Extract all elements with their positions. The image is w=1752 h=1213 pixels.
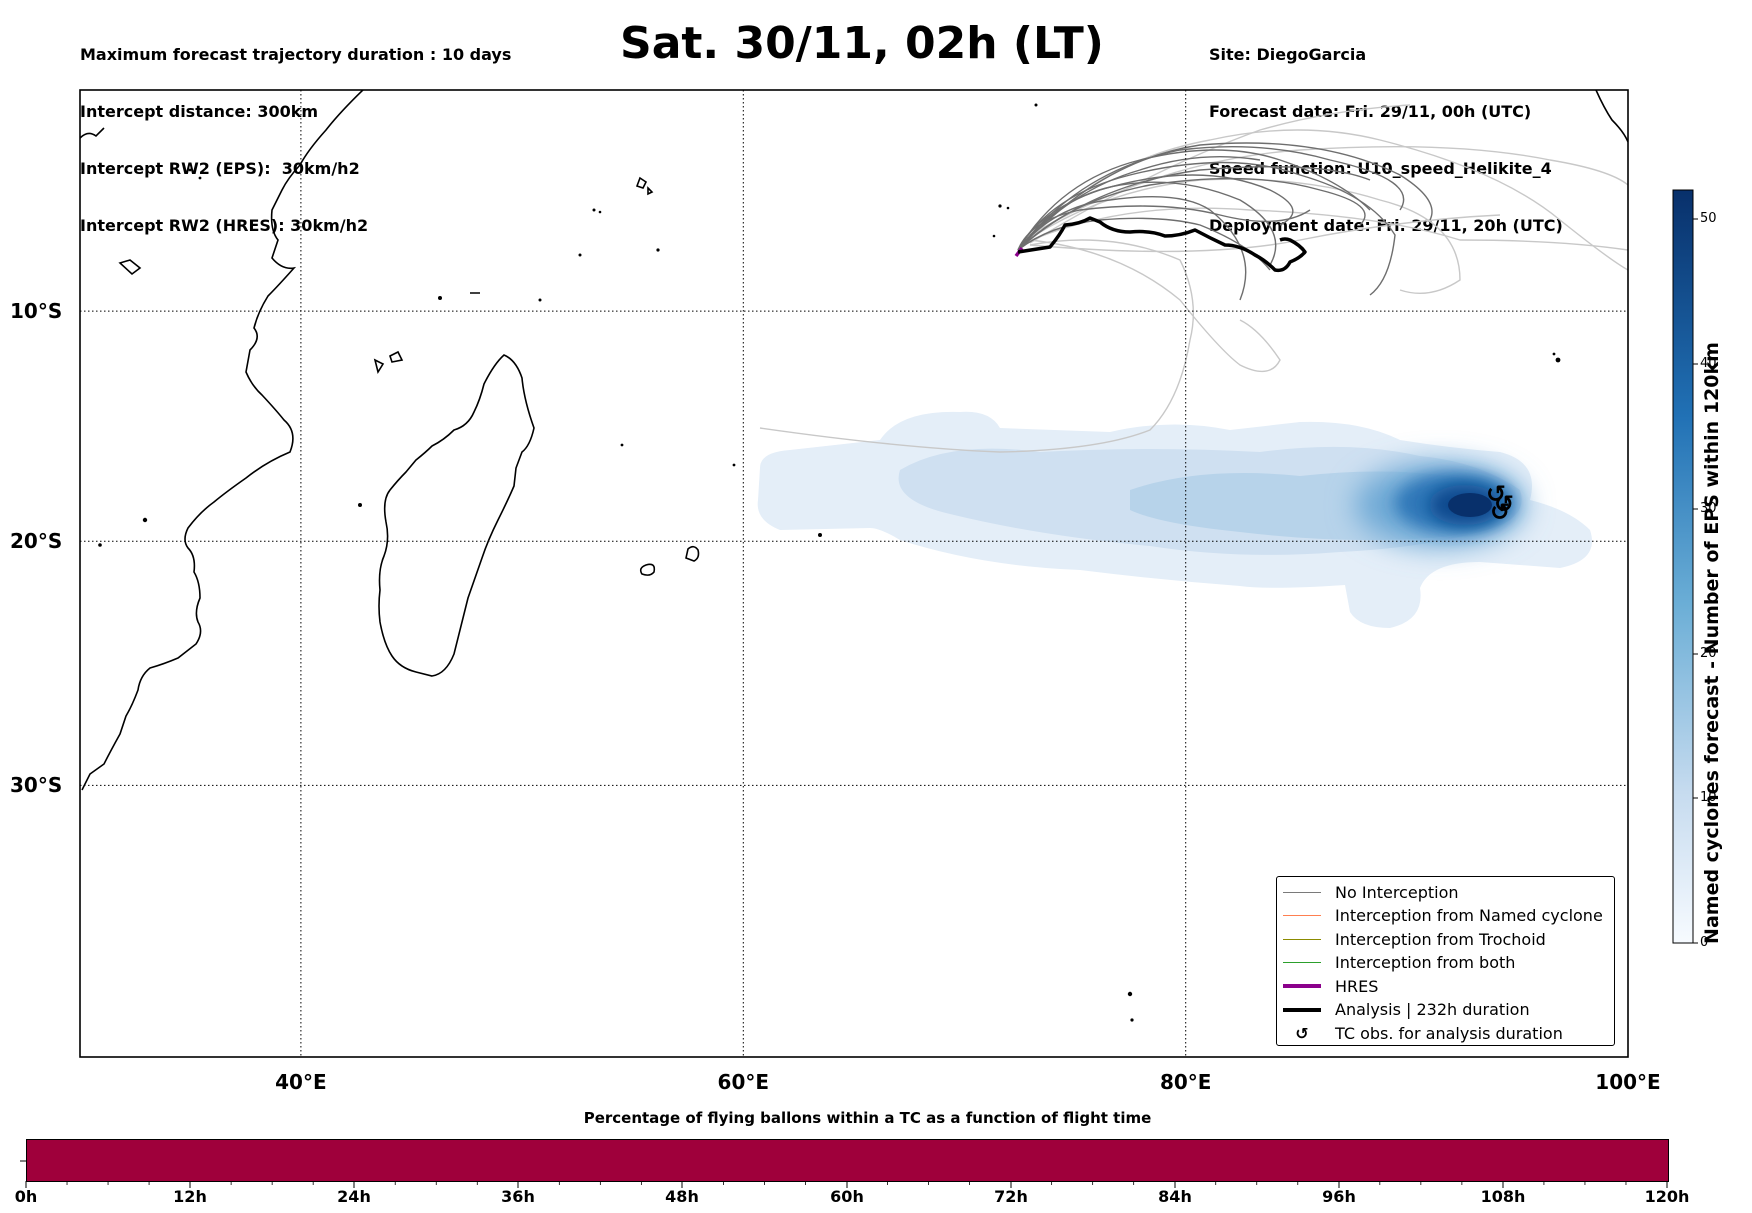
- comoros-islands: [373, 350, 404, 375]
- legend-label-tc-obs: TC obs. for analysis duration: [1335, 1023, 1563, 1043]
- mascarene-bank: [118, 259, 480, 294]
- timeline-tick-108h: 108h: [1480, 1187, 1526, 1206]
- timeline-tick-120h: 120h: [1644, 1187, 1690, 1206]
- map-frame: [79, 89, 1629, 1058]
- colorbar-tick-30: 30: [1700, 501, 1717, 516]
- site-text: Site: DiegoGarcia: [1209, 45, 1367, 64]
- timeline-tick-48h: 48h: [665, 1187, 699, 1206]
- legend-item-tc-obs: ↺ TC obs. for analysis duration: [1277, 1022, 1563, 1044]
- colorbar-tick-0: 0: [1700, 935, 1709, 950]
- legend-label-no-interception: No Interception: [1335, 882, 1459, 902]
- legend-line-olive: [1283, 938, 1321, 940]
- tc-obs-symbol-2: ↺: [1494, 490, 1514, 518]
- africa-north-coast: [80, 127, 105, 139]
- timeline-tick-84h: 84h: [1158, 1187, 1192, 1206]
- legend-item-named-cyclone: Interception from Named cyclone: [1277, 905, 1603, 927]
- analysis-track: [1017, 216, 1307, 273]
- legend-line-grey: [1283, 891, 1321, 893]
- colorbar-tick-20: 20: [1700, 646, 1717, 661]
- colorbar-tick-40: 40: [1700, 356, 1717, 371]
- track-5: [1017, 145, 1405, 251]
- legend-item-hres: HRES: [1277, 975, 1378, 997]
- legend-item-both: Interception from both: [1277, 952, 1515, 974]
- seychelles-islands: [635, 176, 654, 196]
- density-core-4: [1448, 493, 1492, 517]
- africa-coastline: [81, 90, 365, 791]
- timeline-tick-60h: 60h: [830, 1187, 864, 1206]
- map-legend: No Interception Interception from Named …: [1276, 876, 1615, 1046]
- faded-track-6: [759, 239, 1194, 453]
- timeline-tick-0h: 0h: [14, 1187, 38, 1206]
- timeline-tick-36h: 36h: [501, 1187, 535, 1206]
- legend-label-trochoid: Interception from Trochoid: [1335, 929, 1546, 949]
- lat-tick-20s: 20°S: [10, 529, 62, 553]
- legend-item-trochoid: Interception from Trochoid: [1277, 928, 1546, 950]
- faded-track-8: [1029, 214, 1501, 253]
- legend-line-orange: [1283, 915, 1321, 916]
- intercept-distance-text: Intercept distance: 300km: [80, 102, 319, 121]
- tc-observation-symbols: ↺ ↺ ↺: [1486, 480, 1514, 526]
- timeline-tick-12h: 12h: [173, 1187, 207, 1206]
- faded-track-2: [1019, 207, 1628, 251]
- legend-line-green: [1283, 962, 1321, 963]
- legend-label-analysis: Analysis | 232h duration: [1335, 1000, 1530, 1019]
- reunion-coastline: [639, 563, 656, 576]
- intercept-hres-text: Intercept RW2 (HRES): 30km/h2: [80, 216, 369, 235]
- max-duration-text: Maximum forecast trajectory duration : 1…: [80, 45, 512, 64]
- track-11: [1017, 217, 1271, 271]
- legend-item-no-interception: No Interception: [1277, 881, 1459, 903]
- timeline-title: Percentage of flying ballons within a TC…: [583, 1109, 1152, 1127]
- faded-track-1: [1019, 178, 1461, 295]
- colorbar-tick-50: 50: [1700, 211, 1717, 226]
- timeline-tick-72h: 72h: [994, 1187, 1028, 1206]
- gridlines: [80, 90, 1628, 1057]
- track-1: [1017, 149, 1371, 251]
- track-8: [1017, 165, 1371, 251]
- madagascar-coastline: [378, 354, 535, 677]
- mauritius-coastline: [685, 545, 700, 562]
- coastlines: [80, 90, 1628, 791]
- header-left-info: Maximum forecast trajectory duration : 1…: [80, 7, 511, 254]
- faded-track-4: [1029, 145, 1628, 236]
- legend-label-named-cyclone: Interception from Named cyclone: [1335, 906, 1603, 925]
- lon-tick-60e: 60°E: [718, 1070, 770, 1094]
- cyclone-symbol-icon: ↺: [1295, 1023, 1309, 1043]
- legend-line-black: [1283, 1007, 1321, 1012]
- cyclone-density-field: [757, 411, 1592, 628]
- lat-tick-30s: 30°S: [10, 773, 62, 797]
- faded-track-5: [1029, 239, 1281, 373]
- legend-label-both: Interception from both: [1335, 953, 1516, 972]
- track-9: [1017, 195, 1247, 301]
- legend-label-hres: HRES: [1335, 976, 1379, 996]
- track-12: [1017, 155, 1261, 251]
- legend-line-purple: [1283, 984, 1321, 988]
- density-colorbar: [1672, 189, 1694, 944]
- small-islands: [98, 103, 1561, 1022]
- timeline-tick-24h: 24h: [337, 1187, 371, 1206]
- faded-track-7: [1029, 104, 1411, 244]
- tc-obs-symbol-3: ↺: [1490, 498, 1510, 526]
- faded-trajectories: [759, 104, 1628, 453]
- map-title: Sat. 30/11, 02h (LT): [620, 18, 1104, 69]
- forecast-date-text: Forecast date: Fri. 29/11, 00h (UTC): [1209, 102, 1532, 121]
- no-interception-trajectories: [1017, 142, 1433, 301]
- sumatra-coast: [1595, 90, 1628, 143]
- lon-tick-80e: 80°E: [1160, 1070, 1212, 1094]
- lon-tick-100e: 100°E: [1595, 1070, 1660, 1094]
- colorbar-ticks: [1693, 218, 1698, 944]
- tc-obs-symbol-1: ↺: [1486, 480, 1506, 508]
- lat-tick-10s: 10°S: [10, 299, 62, 323]
- intercept-eps-text: Intercept RW2 (EPS): 30km/h2: [80, 159, 360, 178]
- legend-item-analysis: Analysis | 232h duration: [1277, 999, 1530, 1021]
- colorbar-tick-10: 10: [1700, 790, 1717, 805]
- track-10: [1017, 142, 1433, 251]
- lon-tick-40e: 40°E: [275, 1070, 327, 1094]
- timeline-tick-96h: 96h: [1322, 1187, 1356, 1206]
